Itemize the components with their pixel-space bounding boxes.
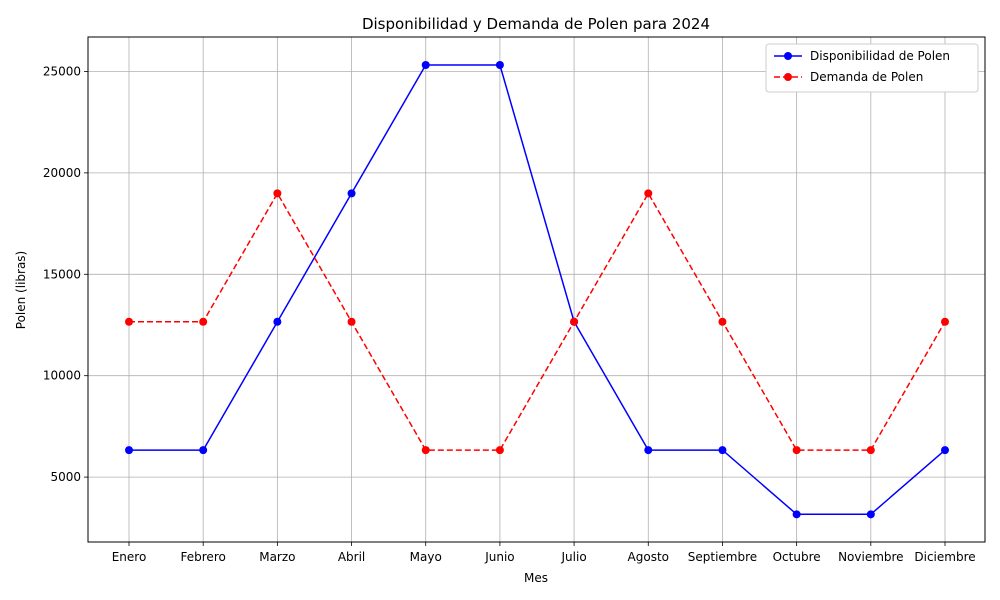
y-axis-ticks: 5000 10000 15000 20000 25000: [43, 64, 88, 484]
data-point: [347, 317, 356, 326]
legend-label: Disponibilidad de Polen: [810, 49, 950, 63]
plot-frame: [87, 36, 986, 543]
legend-label: Demanda de Polen: [810, 70, 923, 84]
data-point: [866, 510, 875, 519]
data-point: [941, 446, 949, 455]
y-tick-label: 25000: [43, 64, 81, 78]
data-point: [125, 446, 133, 455]
x-axis-label: Mes: [524, 571, 548, 585]
series-2: [125, 189, 949, 455]
x-tick-label: Octubre: [773, 550, 821, 564]
x-axis-ticks: Enero Febrero Marzo Abril Mayo Junio Julio Agos…: [112, 542, 976, 564]
data-point: [347, 189, 356, 198]
y-tick-label: 20000: [43, 166, 81, 180]
data-point: [421, 446, 430, 455]
x-tick-label: Julio: [561, 550, 587, 564]
x-tick-label: Septiembre: [688, 550, 757, 564]
x-tick-label: Noviembre: [838, 550, 904, 564]
data-point: [941, 317, 949, 326]
data-point: [644, 189, 653, 198]
data-point: [421, 60, 430, 69]
y-tick-label: 15000: [43, 267, 81, 281]
data-point: [718, 446, 727, 455]
data-point: [199, 317, 208, 326]
legend-marker: [784, 52, 792, 60]
data-point: [273, 317, 282, 326]
plot-area: [88, 37, 985, 542]
legend-box: [765, 43, 979, 93]
data-point: [792, 510, 801, 519]
data-point: [495, 60, 504, 69]
series-line: [129, 191, 946, 451]
x-tick-label: Diciembre: [914, 550, 975, 564]
x-tick-label: Mayo: [410, 550, 442, 564]
x-tick-label: Febrero: [181, 550, 226, 564]
data-point: [792, 446, 801, 455]
chart-title: Disponibilidad y Demanda de Polen para 2…: [362, 15, 710, 33]
x-tick-label: Junio: [484, 550, 514, 564]
series-layer: [125, 60, 949, 519]
data-point: [718, 317, 727, 326]
data-point: [570, 317, 579, 326]
data-point: [199, 446, 208, 455]
y-axis-label: Polen (libras): [14, 251, 28, 329]
data-point: [125, 317, 133, 326]
data-point: [273, 189, 282, 198]
y-tick-label: 10000: [43, 369, 81, 383]
x-tick-label: Abril: [338, 550, 365, 564]
x-tick-label: Marzo: [259, 550, 295, 564]
data-point: [495, 446, 504, 455]
series-1: [125, 60, 949, 519]
data-point: [644, 446, 653, 455]
legend-marker: [784, 73, 792, 81]
data-point: [866, 446, 875, 455]
series-line: [129, 64, 946, 516]
x-tick-label: Enero: [112, 550, 147, 564]
y-tick-label: 5000: [50, 470, 81, 484]
x-tick-label: Agosto: [628, 550, 669, 564]
legend: Disponibilidad de Polen Demanda de Polen: [765, 43, 979, 93]
